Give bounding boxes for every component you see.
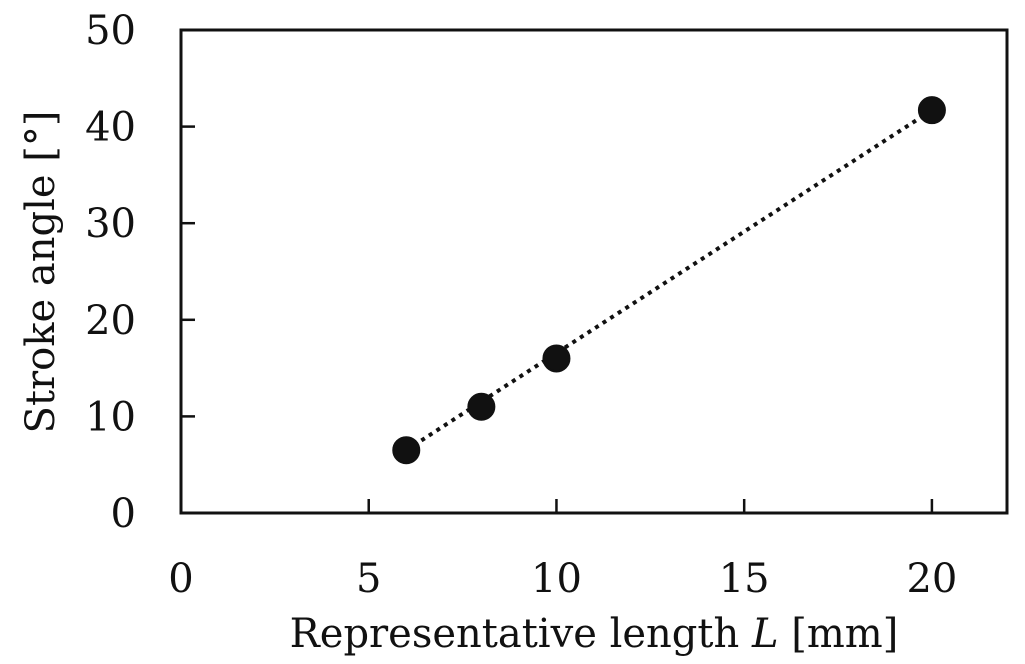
- y-tick-label: 20: [85, 298, 136, 344]
- x-axis-label-text: Representative length: [290, 611, 740, 657]
- y-tick-label: 10: [85, 394, 136, 440]
- x-axis: 0 5 10 15 20: [168, 499, 957, 602]
- y-tick-label: 30: [85, 201, 136, 247]
- y-tick-label: 50: [85, 8, 136, 54]
- x-axis-title: Representative length L [mm]: [290, 611, 899, 657]
- x-axis-unit: [mm]: [791, 611, 898, 657]
- x-tick-label: 20: [906, 556, 957, 602]
- x-tick-label: 5: [356, 556, 381, 602]
- data-point: [467, 392, 496, 421]
- x-axis-symbol: L: [751, 611, 779, 657]
- y-axis: 0 10 20 30 40 50: [85, 8, 195, 537]
- x-tick-label: 0: [168, 556, 193, 602]
- data-point: [392, 436, 421, 465]
- x-tick-label: 10: [531, 556, 582, 602]
- y-tick-label: 40: [85, 105, 136, 151]
- plot-area-frame: [179, 28, 1009, 515]
- y-tick-label: 0: [111, 491, 136, 537]
- x-tick-label: 15: [719, 556, 770, 602]
- data-point: [542, 344, 571, 373]
- data-points: [392, 96, 946, 465]
- y-axis-title: Stroke angle [°]: [18, 111, 64, 434]
- data-point: [917, 96, 946, 125]
